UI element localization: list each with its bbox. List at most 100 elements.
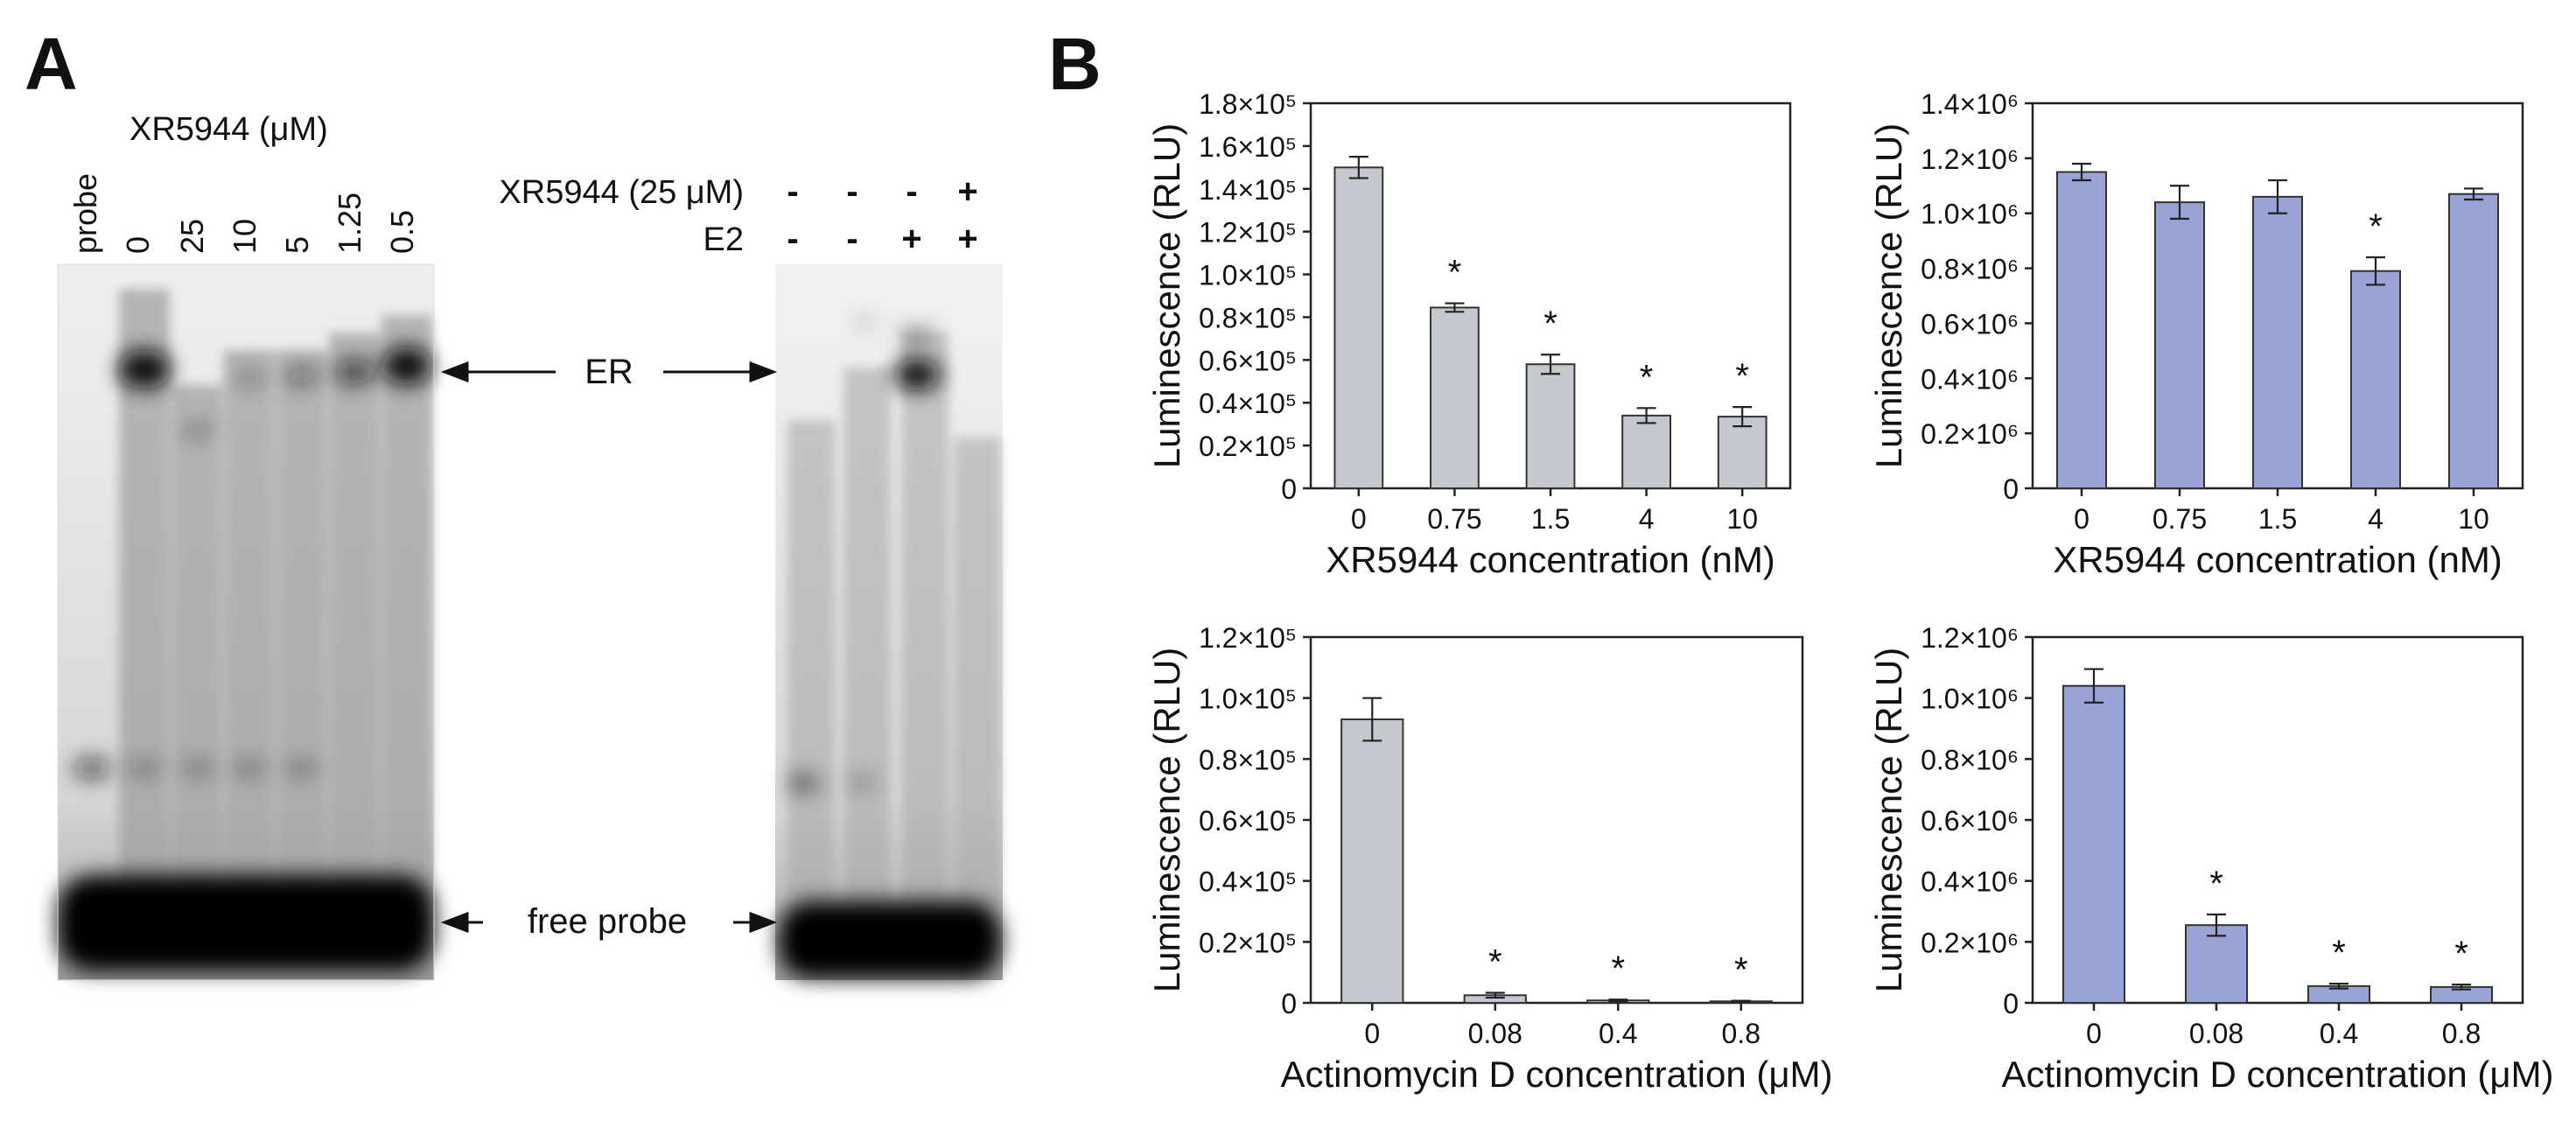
x-tick-label: 0.75 bbox=[1427, 503, 1481, 535]
y-tick-label: 0.6×10⁵ bbox=[1199, 805, 1297, 837]
y-tick-label: 0.4×10⁶ bbox=[1921, 866, 2019, 898]
chart-actinomycin-gray: 0 0.2×10⁵ 0.4×10⁵ 0.6×10⁵ 0.8×10⁵ 1.0×10⁵ 1.2×… bbox=[1146, 622, 1833, 1095]
bar bbox=[1334, 166, 1384, 489]
bar bbox=[2154, 201, 2205, 489]
r2-sign-2: - bbox=[846, 220, 858, 258]
y-tick-label: 0 bbox=[2003, 988, 2019, 1019]
lane-label-10: 10 bbox=[227, 219, 262, 254]
y-axis-label: Luminescence (RLU) bbox=[1146, 123, 1187, 469]
lane-label-5: 5 bbox=[279, 236, 315, 254]
y-tick-label: 0 bbox=[1281, 473, 1297, 505]
y-tick-label: 1.6×10⁵ bbox=[1199, 131, 1297, 163]
gel-image-left bbox=[57, 263, 435, 981]
y-tick-label: 0.4×10⁵ bbox=[1199, 866, 1297, 898]
bar bbox=[2056, 171, 2107, 489]
y-axis-label: Luminescence (RLU) bbox=[1868, 648, 1909, 993]
free-probe-arrows bbox=[440, 911, 778, 934]
y-tick-label: 1.2×10⁶ bbox=[1921, 144, 2019, 175]
lane-label-0-5: 0.5 bbox=[384, 210, 420, 254]
x-tick-label: 0.08 bbox=[1468, 1018, 1522, 1049]
chart-xr5944-blue: 0 0.2×10⁶ 0.4×10⁶ 0.6×10⁶ 0.8×10⁶ 1.0×10⁶ 1.2×… bbox=[1868, 88, 2524, 580]
gel-lane-labels: probe 0 25 10 5 1.25 0.5 bbox=[67, 173, 420, 254]
y-tick-label: 0.8×10⁵ bbox=[1199, 744, 1297, 775]
y-tick-label: 1.4×10⁶ bbox=[1921, 88, 2019, 120]
y-tick-label: 1.0×10⁵ bbox=[1199, 683, 1297, 715]
bar bbox=[1621, 414, 1671, 489]
panel-label-b: B bbox=[1048, 23, 1102, 105]
significance-star: * bbox=[1488, 943, 1502, 982]
bar bbox=[2350, 270, 2401, 490]
x-tick-label: 10 bbox=[2458, 503, 2489, 535]
y-axis-label: Luminescence (RLU) bbox=[1868, 123, 1909, 469]
right-row1-label: XR5944 (25 μM) bbox=[499, 174, 744, 211]
significance-star: * bbox=[2209, 865, 2223, 903]
y-tick-label: 1.0×10⁶ bbox=[1921, 683, 2019, 715]
chart-actinomycin-blue: 0 0.2×10⁶ 0.4×10⁶ 0.6×10⁶ 0.8×10⁶ 1.0×10⁶ 1.2×… bbox=[1868, 622, 2554, 1095]
x-tick-label: 0.08 bbox=[2189, 1018, 2244, 1049]
gel-image-right bbox=[775, 264, 1003, 980]
y-tick-label: 0.4×10⁵ bbox=[1199, 388, 1297, 419]
bar bbox=[2062, 684, 2125, 1004]
chart-xr5944-gray: 0 0.2×10⁵ 0.4×10⁵ 0.6×10⁵ 0.8×10⁵ 1.0×10⁵ 1.2×… bbox=[1146, 88, 1792, 580]
x-axis-label: Actinomycin D concentration (μM) bbox=[2001, 1054, 2553, 1095]
r1-sign-3: - bbox=[906, 172, 917, 211]
significance-star: * bbox=[1640, 358, 1654, 396]
significance-star: * bbox=[2369, 207, 2383, 246]
x-tick-label: 0 bbox=[2086, 1018, 2102, 1049]
significance-star: * bbox=[1544, 305, 1558, 343]
r2-sign-1: - bbox=[787, 220, 798, 258]
lane-label-1-25: 1.25 bbox=[332, 193, 368, 254]
x-tick-label: 0.4 bbox=[1599, 1018, 1637, 1049]
x-tick-label: 0.8 bbox=[2442, 1018, 2481, 1049]
x-tick-label: 4 bbox=[1639, 503, 1655, 535]
y-tick-label: 1.8×10⁵ bbox=[1199, 88, 1297, 120]
gel-panel: XR5944 (μM) probe 0 25 10 5 1.25 0.5 XR5… bbox=[57, 111, 1003, 981]
y-tick-label: 0.2×10⁶ bbox=[1921, 418, 2019, 450]
y-axis-label: Luminescence (RLU) bbox=[1146, 648, 1187, 993]
x-tick-label: 10 bbox=[1726, 503, 1758, 535]
right-row2-label: E2 bbox=[704, 221, 744, 258]
x-tick-label: 0 bbox=[1351, 503, 1367, 535]
y-tick-label: 0.2×10⁶ bbox=[1921, 927, 2019, 958]
y-tick-label: 1.2×10⁵ bbox=[1199, 217, 1297, 249]
x-axis-label: XR5944 concentration (nM) bbox=[1326, 539, 1775, 580]
x-axis-label: Actinomycin D concentration (μM) bbox=[1280, 1054, 1832, 1095]
x-tick-label: 0 bbox=[2074, 503, 2090, 535]
y-tick-label: 1.2×10⁵ bbox=[1199, 622, 1297, 654]
band-label-free-probe: free probe bbox=[528, 902, 687, 941]
bar bbox=[1525, 363, 1576, 489]
significance-star: * bbox=[2454, 935, 2468, 973]
y-tick-label: 0.6×10⁶ bbox=[1921, 805, 2019, 837]
significance-star: * bbox=[1735, 357, 1749, 396]
y-tick-label: 0.6×10⁵ bbox=[1199, 345, 1297, 376]
bar bbox=[2185, 924, 2248, 1005]
x-tick-label: 0.8 bbox=[1722, 1018, 1760, 1049]
x-tick-label: 0.75 bbox=[2152, 503, 2207, 535]
r1-sign-2: - bbox=[846, 172, 858, 211]
lane-label-25: 25 bbox=[174, 219, 210, 254]
y-tick-label: 0.2×10⁵ bbox=[1199, 927, 1297, 958]
y-tick-label: 0.8×10⁶ bbox=[1921, 254, 2019, 285]
y-tick-label: 0.6×10⁶ bbox=[1921, 308, 2019, 340]
bar bbox=[1430, 306, 1480, 490]
bar bbox=[1717, 416, 1768, 489]
y-tick-label: 1.0×10⁵ bbox=[1199, 260, 1297, 291]
x-tick-label: 0 bbox=[1364, 1018, 1380, 1049]
x-tick-label: 1.5 bbox=[2258, 503, 2297, 535]
lane-label-probe: probe bbox=[67, 173, 103, 254]
r2-sign-4: + bbox=[957, 220, 977, 258]
er-arrows bbox=[440, 361, 778, 383]
x-tick-label: 0.4 bbox=[2320, 1018, 2358, 1049]
y-tick-label: 1.2×10⁶ bbox=[1921, 622, 2019, 654]
y-tick-label: 0.8×10⁵ bbox=[1199, 302, 1297, 333]
significance-star: * bbox=[1734, 951, 1748, 990]
bar bbox=[2448, 193, 2499, 489]
r2-sign-3: + bbox=[901, 220, 921, 258]
significance-star: * bbox=[1448, 254, 1462, 292]
r1-sign-1: - bbox=[787, 172, 798, 211]
y-tick-label: 1.0×10⁶ bbox=[1921, 199, 2019, 230]
y-tick-label: 0 bbox=[1281, 988, 1297, 1019]
panel-label-a: A bbox=[24, 23, 78, 105]
y-tick-label: 0.4×10⁶ bbox=[1921, 363, 2019, 395]
